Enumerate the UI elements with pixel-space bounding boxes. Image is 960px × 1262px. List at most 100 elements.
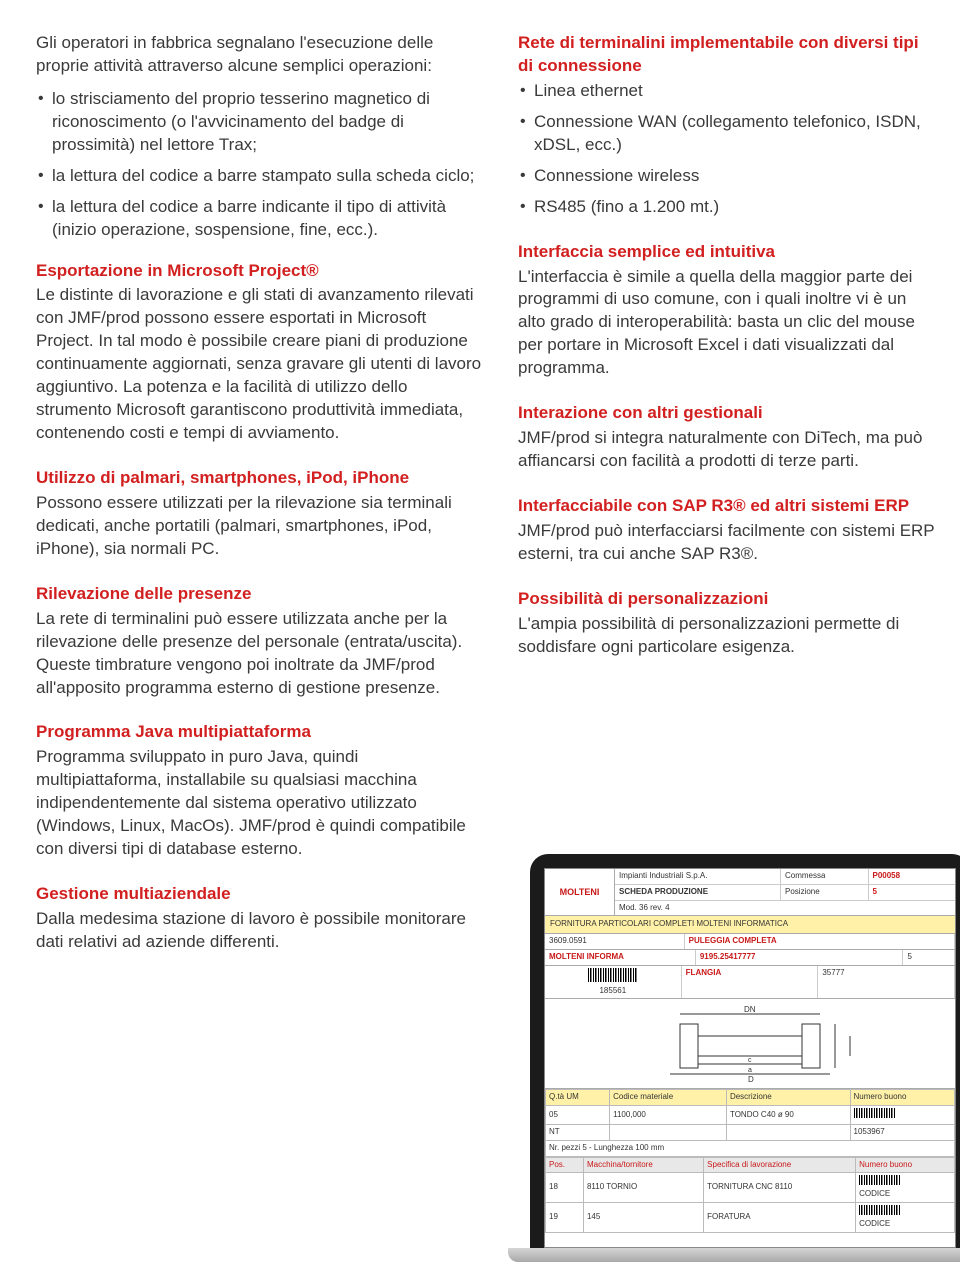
barcode-label: CODICE [859, 1219, 890, 1228]
section-body: L'interfaccia è simile a quella della ma… [518, 266, 938, 381]
th: Specifica di lavorazione [704, 1157, 856, 1173]
section-title: Rilevazione delle presenze [36, 583, 486, 606]
section-body: JMF/prod si integra naturalmente con DiT… [518, 427, 938, 473]
doc-mod: Mod. 36 rev. 4 [615, 901, 955, 916]
company-name: Impianti Industriali S.p.A. [615, 869, 781, 884]
section-body: Programma sviluppato in puro Java, quind… [36, 746, 486, 861]
intro-bullets: lo strisciamento del proprio tesserino m… [36, 88, 486, 242]
barcode-sub: 185561 [599, 986, 626, 995]
doc-row-part: 3609.0591 PULEGGIA COMPLETA [545, 934, 955, 950]
section-interfaccia: Interfaccia semplice ed intuitiva L'inte… [518, 241, 938, 381]
td: 145 [583, 1202, 703, 1232]
svg-text:c: c [748, 1057, 752, 1064]
section-title: Interfacciabile con SAP R3® ed altri sis… [518, 495, 938, 518]
code2: 9195.25417777 [696, 950, 904, 965]
section-body: JMF/prod può interfacciarsi facilmente c… [518, 520, 938, 566]
section-java: Programma Java multipiattaforma Programm… [36, 721, 486, 861]
technical-drawing: DN D c a [545, 999, 955, 1089]
supplier: MOLTENI INFORMA [545, 950, 696, 965]
td: CODICE [856, 1173, 955, 1203]
barcode-cell: 185561 [545, 966, 682, 999]
barcode-icon [859, 1205, 901, 1215]
laptop-base [508, 1248, 960, 1262]
section-palmari: Utilizzo di palmari, smartphones, iPod, … [36, 467, 486, 561]
td [850, 1106, 955, 1125]
th: Codice materiale [610, 1090, 727, 1106]
posizione-value: 5 [869, 885, 956, 900]
th: Macchina/tornitore [583, 1157, 703, 1173]
table-note: Nr. pezzi 5 - Lunghezza 100 mm [546, 1140, 955, 1156]
left-column: Gli operatori in fabbrica segnalano l'es… [36, 32, 486, 976]
doc-titleblock: Impianti Industriali S.p.A. Commessa P00… [615, 869, 955, 915]
flangia-label: FLANGIA [682, 966, 819, 999]
commessa-label: Commessa [781, 869, 869, 884]
section-bullets: Linea ethernet Connessione WAN (collegam… [518, 80, 938, 219]
doc-header: MOLTENI Impianti Industriali S.p.A. Comm… [545, 869, 955, 916]
td: 19 [546, 1202, 584, 1232]
section-title: Rete di terminalini implementabile con d… [518, 32, 938, 78]
td: TONDO C40 ø 90 [726, 1106, 850, 1125]
table-row: Nr. pezzi 5 - Lunghezza 100 mm [546, 1140, 955, 1156]
barcode-icon [854, 1108, 896, 1118]
laptop-frame: MOLTENI Impianti Industriali S.p.A. Comm… [530, 854, 960, 1248]
section-body: L'ampia possibilità di personalizzazioni… [518, 613, 938, 659]
bullet-item: la lettura del codice a barre indicante … [36, 196, 486, 242]
bullet-item: Connessione wireless [518, 165, 938, 188]
section-presenze: Rilevazione delle presenze La rete di te… [36, 583, 486, 700]
section-title: Esportazione in Microsoft Project® [36, 260, 486, 283]
td: 18 [546, 1173, 584, 1203]
td: 05 [546, 1106, 610, 1125]
bullet-item: RS485 (fino a 1.200 mt.) [518, 196, 938, 219]
section-body: Le distinte di lavorazione e gli stati d… [36, 284, 486, 445]
barcode-label: CODICE [859, 1189, 890, 1198]
table-row: 05 1100,000 TONDO C40 ø 90 [546, 1106, 955, 1125]
section-sap: Interfacciabile con SAP R3® ed altri sis… [518, 495, 938, 566]
th: Q.tà UM [546, 1090, 610, 1106]
qty: 5 [903, 950, 955, 965]
table-row: NT 1053967 [546, 1124, 955, 1140]
laptop-screen: MOLTENI Impianti Industriali S.p.A. Comm… [544, 868, 956, 1248]
barcode-icon [588, 968, 638, 982]
svg-text:DN: DN [744, 1005, 756, 1014]
doc-description: FORNITURA PARTICOLARI COMPLETI MOLTENI I… [545, 916, 955, 934]
bullet-item: Linea ethernet [518, 80, 938, 103]
section-title: Interazione con altri gestionali [518, 402, 938, 425]
section-title: Utilizzo di palmari, smartphones, iPod, … [36, 467, 486, 490]
section-title: Possibilità di personalizzazioni [518, 588, 938, 611]
section-title: Gestione multiaziendale [36, 883, 486, 906]
table-row: 19 145 FORATURA CODICE [546, 1202, 955, 1232]
section-multiaziendale: Gestione multiaziendale Dalla medesima s… [36, 883, 486, 954]
section-title: Programma Java multipiattaforma [36, 721, 486, 744]
td: CODICE [856, 1202, 955, 1232]
td: NT [546, 1124, 610, 1140]
td: TORNITURA CNC 8110 [704, 1173, 856, 1203]
code1: 3609.0591 [545, 934, 685, 949]
doc-row-supplier: MOLTENI INFORMA 9195.25417777 5 [545, 950, 955, 966]
flange-drawing-icon: DN D c a [620, 1004, 880, 1084]
laptop-mockup: MOLTENI Impianti Industriali S.p.A. Comm… [530, 854, 960, 1262]
flangia-code: 35777 [818, 966, 955, 999]
doc-row-flangia: 185561 FLANGIA 35777 [545, 966, 955, 1000]
td: 1100,000 [610, 1106, 727, 1125]
bullet-item: Connessione WAN (collegamento telefonico… [518, 111, 938, 157]
operations-table: Pos. Macchina/tornitore Specifica di lav… [545, 1157, 955, 1233]
doc-logo: MOLTENI [545, 869, 615, 915]
barcode-icon [859, 1175, 901, 1185]
section-export-msproject: Esportazione in Microsoft Project® Le di… [36, 260, 486, 446]
section-title: Interfaccia semplice ed intuitiva [518, 241, 938, 264]
td [610, 1124, 727, 1140]
section-rete-terminalini: Rete di terminalini implementabile con d… [518, 32, 938, 219]
right-column: Rete di terminalini implementabile con d… [518, 32, 938, 976]
doc-title: SCHEDA PRODUZIONE [615, 885, 781, 900]
materials-table: Q.tà UM Codice materiale Descrizione Num… [545, 1089, 955, 1156]
svg-text:D: D [748, 1075, 754, 1084]
svg-text:a: a [748, 1067, 752, 1074]
section-body: Possono essere utilizzati per la rilevaz… [36, 492, 486, 561]
posizione-label: Posizione [781, 885, 869, 900]
th: Numero buono [850, 1090, 955, 1106]
section-body: Dalla medesima stazione di lavoro è poss… [36, 908, 486, 954]
section-body: La rete di terminalini può essere utiliz… [36, 608, 486, 700]
th: Descrizione [726, 1090, 850, 1106]
bullet-item: lo strisciamento del proprio tesserino m… [36, 88, 486, 157]
table-row: 18 8110 TORNIO TORNITURA CNC 8110 CODICE [546, 1173, 955, 1203]
